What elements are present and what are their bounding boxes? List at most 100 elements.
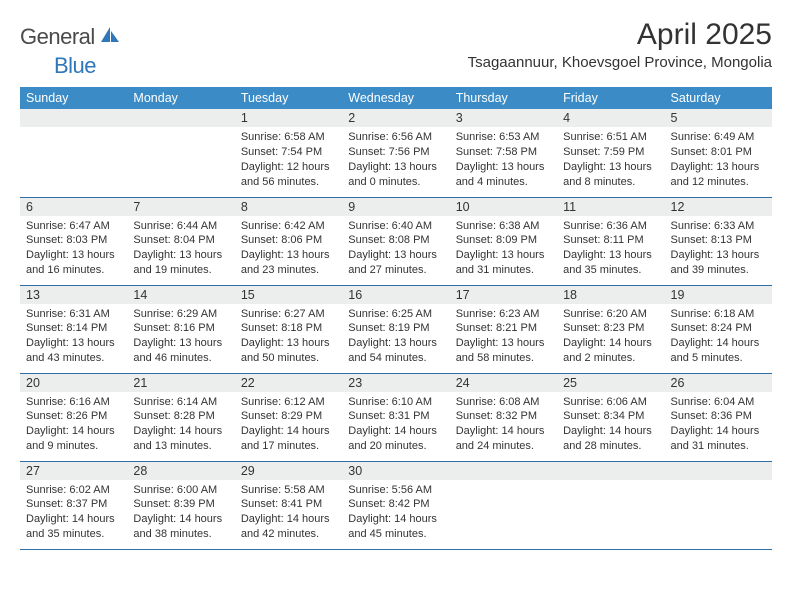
day-cell: 17Sunrise: 6:23 AMSunset: 8:21 PMDayligh… bbox=[450, 285, 557, 373]
day-cell: 16Sunrise: 6:25 AMSunset: 8:19 PMDayligh… bbox=[342, 285, 449, 373]
day-cell bbox=[20, 109, 127, 197]
day-number: 7 bbox=[127, 198, 234, 216]
sunset-text: Sunset: 7:59 PM bbox=[563, 145, 658, 160]
day-cell: 4Sunrise: 6:51 AMSunset: 7:59 PMDaylight… bbox=[557, 109, 664, 197]
sunset-text: Sunset: 8:41 PM bbox=[241, 497, 336, 512]
day-cell bbox=[665, 461, 772, 549]
day-cell: 27Sunrise: 6:02 AMSunset: 8:37 PMDayligh… bbox=[20, 461, 127, 549]
day-number: 13 bbox=[20, 286, 127, 304]
day-body bbox=[450, 480, 557, 487]
day-header: Wednesday bbox=[342, 87, 449, 109]
sunrise-text: Sunrise: 6:27 AM bbox=[241, 307, 336, 322]
day-body: Sunrise: 6:25 AMSunset: 8:19 PMDaylight:… bbox=[342, 304, 449, 370]
day-number bbox=[450, 462, 557, 480]
day-number: 12 bbox=[665, 198, 772, 216]
sunrise-text: Sunrise: 6:23 AM bbox=[456, 307, 551, 322]
daylight-text: Daylight: 14 hours and 38 minutes. bbox=[133, 512, 228, 542]
daylight-text: Daylight: 14 hours and 5 minutes. bbox=[671, 336, 766, 366]
day-number: 29 bbox=[235, 462, 342, 480]
day-header: Saturday bbox=[665, 87, 772, 109]
day-number: 18 bbox=[557, 286, 664, 304]
day-header: Monday bbox=[127, 87, 234, 109]
daylight-text: Daylight: 13 hours and 12 minutes. bbox=[671, 160, 766, 190]
day-body: Sunrise: 6:08 AMSunset: 8:32 PMDaylight:… bbox=[450, 392, 557, 458]
day-cell: 1Sunrise: 6:58 AMSunset: 7:54 PMDaylight… bbox=[235, 109, 342, 197]
sunset-text: Sunset: 8:29 PM bbox=[241, 409, 336, 424]
day-number: 28 bbox=[127, 462, 234, 480]
day-body: Sunrise: 6:58 AMSunset: 7:54 PMDaylight:… bbox=[235, 127, 342, 193]
sunset-text: Sunset: 8:18 PM bbox=[241, 321, 336, 336]
day-number: 6 bbox=[20, 198, 127, 216]
day-number bbox=[20, 109, 127, 127]
day-number: 2 bbox=[342, 109, 449, 127]
sunrise-text: Sunrise: 6:20 AM bbox=[563, 307, 658, 322]
sunset-text: Sunset: 8:24 PM bbox=[671, 321, 766, 336]
day-body bbox=[665, 480, 772, 487]
daylight-text: Daylight: 14 hours and 13 minutes. bbox=[133, 424, 228, 454]
day-header: Sunday bbox=[20, 87, 127, 109]
sunrise-text: Sunrise: 6:49 AM bbox=[671, 130, 766, 145]
daylight-text: Daylight: 14 hours and 9 minutes. bbox=[26, 424, 121, 454]
sunrise-text: Sunrise: 6:29 AM bbox=[133, 307, 228, 322]
day-number: 21 bbox=[127, 374, 234, 392]
daylight-text: Daylight: 14 hours and 35 minutes. bbox=[26, 512, 121, 542]
day-body bbox=[557, 480, 664, 487]
day-body: Sunrise: 6:04 AMSunset: 8:36 PMDaylight:… bbox=[665, 392, 772, 458]
week-row: 6Sunrise: 6:47 AMSunset: 8:03 PMDaylight… bbox=[20, 197, 772, 285]
daylight-text: Daylight: 13 hours and 50 minutes. bbox=[241, 336, 336, 366]
sunset-text: Sunset: 8:13 PM bbox=[671, 233, 766, 248]
day-cell: 29Sunrise: 5:58 AMSunset: 8:41 PMDayligh… bbox=[235, 461, 342, 549]
day-cell: 14Sunrise: 6:29 AMSunset: 8:16 PMDayligh… bbox=[127, 285, 234, 373]
sunset-text: Sunset: 8:04 PM bbox=[133, 233, 228, 248]
day-body: Sunrise: 6:00 AMSunset: 8:39 PMDaylight:… bbox=[127, 480, 234, 546]
day-cell bbox=[127, 109, 234, 197]
sunrise-text: Sunrise: 6:12 AM bbox=[241, 395, 336, 410]
sunset-text: Sunset: 8:39 PM bbox=[133, 497, 228, 512]
day-number: 19 bbox=[665, 286, 772, 304]
sunrise-text: Sunrise: 5:56 AM bbox=[348, 483, 443, 498]
daylight-text: Daylight: 13 hours and 27 minutes. bbox=[348, 248, 443, 278]
day-body: Sunrise: 6:44 AMSunset: 8:04 PMDaylight:… bbox=[127, 216, 234, 282]
sunrise-text: Sunrise: 6:38 AM bbox=[456, 219, 551, 234]
day-number bbox=[665, 462, 772, 480]
sunset-text: Sunset: 8:01 PM bbox=[671, 145, 766, 160]
day-body: Sunrise: 6:53 AMSunset: 7:58 PMDaylight:… bbox=[450, 127, 557, 193]
day-cell bbox=[557, 461, 664, 549]
sunrise-text: Sunrise: 6:16 AM bbox=[26, 395, 121, 410]
day-number: 15 bbox=[235, 286, 342, 304]
calendar-table: Sunday Monday Tuesday Wednesday Thursday… bbox=[20, 87, 772, 550]
day-cell: 21Sunrise: 6:14 AMSunset: 8:28 PMDayligh… bbox=[127, 373, 234, 461]
sunset-text: Sunset: 8:16 PM bbox=[133, 321, 228, 336]
day-cell: 7Sunrise: 6:44 AMSunset: 8:04 PMDaylight… bbox=[127, 197, 234, 285]
week-row: 1Sunrise: 6:58 AMSunset: 7:54 PMDaylight… bbox=[20, 109, 772, 197]
daylight-text: Daylight: 14 hours and 20 minutes. bbox=[348, 424, 443, 454]
logo-text-2: Blue bbox=[54, 53, 96, 78]
day-body: Sunrise: 6:56 AMSunset: 7:56 PMDaylight:… bbox=[342, 127, 449, 193]
sunset-text: Sunset: 8:19 PM bbox=[348, 321, 443, 336]
daylight-text: Daylight: 13 hours and 46 minutes. bbox=[133, 336, 228, 366]
daylight-text: Daylight: 14 hours and 24 minutes. bbox=[456, 424, 551, 454]
sunrise-text: Sunrise: 6:10 AM bbox=[348, 395, 443, 410]
sunrise-text: Sunrise: 6:51 AM bbox=[563, 130, 658, 145]
sunset-text: Sunset: 8:37 PM bbox=[26, 497, 121, 512]
daylight-text: Daylight: 14 hours and 17 minutes. bbox=[241, 424, 336, 454]
day-body: Sunrise: 6:29 AMSunset: 8:16 PMDaylight:… bbox=[127, 304, 234, 370]
day-body: Sunrise: 6:33 AMSunset: 8:13 PMDaylight:… bbox=[665, 216, 772, 282]
sunset-text: Sunset: 8:23 PM bbox=[563, 321, 658, 336]
sunset-text: Sunset: 8:42 PM bbox=[348, 497, 443, 512]
day-number: 8 bbox=[235, 198, 342, 216]
sunset-text: Sunset: 8:06 PM bbox=[241, 233, 336, 248]
day-cell: 10Sunrise: 6:38 AMSunset: 8:09 PMDayligh… bbox=[450, 197, 557, 285]
day-body: Sunrise: 5:56 AMSunset: 8:42 PMDaylight:… bbox=[342, 480, 449, 546]
daylight-text: Daylight: 14 hours and 31 minutes. bbox=[671, 424, 766, 454]
daylight-text: Daylight: 14 hours and 28 minutes. bbox=[563, 424, 658, 454]
daylight-text: Daylight: 14 hours and 2 minutes. bbox=[563, 336, 658, 366]
day-cell: 12Sunrise: 6:33 AMSunset: 8:13 PMDayligh… bbox=[665, 197, 772, 285]
sunrise-text: Sunrise: 6:36 AM bbox=[563, 219, 658, 234]
daylight-text: Daylight: 13 hours and 43 minutes. bbox=[26, 336, 121, 366]
sunset-text: Sunset: 8:34 PM bbox=[563, 409, 658, 424]
day-body: Sunrise: 6:10 AMSunset: 8:31 PMDaylight:… bbox=[342, 392, 449, 458]
day-cell: 28Sunrise: 6:00 AMSunset: 8:39 PMDayligh… bbox=[127, 461, 234, 549]
day-cell: 30Sunrise: 5:56 AMSunset: 8:42 PMDayligh… bbox=[342, 461, 449, 549]
day-number: 4 bbox=[557, 109, 664, 127]
